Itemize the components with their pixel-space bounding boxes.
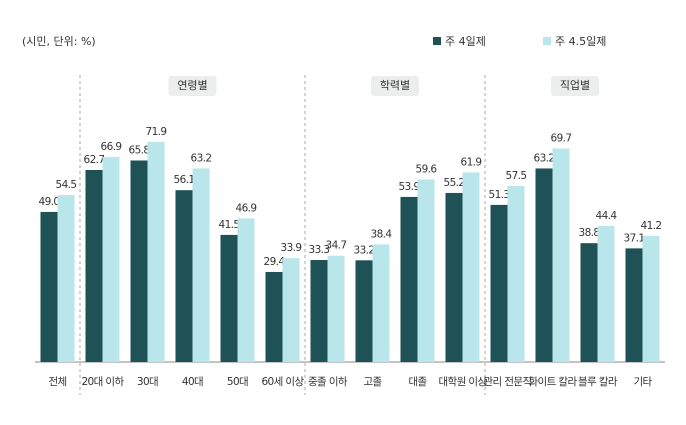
bar	[580, 243, 598, 362]
legend-swatch	[543, 37, 551, 45]
value-label: 37.1	[624, 232, 645, 244]
value-label: 59.6	[416, 163, 438, 175]
value-label: 62.7	[84, 154, 105, 166]
group-box	[371, 76, 419, 96]
bar	[355, 260, 373, 362]
value-label: 38.8	[579, 227, 600, 239]
x-tick-label: 대학원 이상	[438, 376, 487, 388]
bar	[57, 195, 75, 362]
x-tick-label: 40대	[182, 376, 203, 388]
group-box	[551, 76, 599, 96]
value-label: 61.9	[461, 156, 482, 168]
value-label: 55.2	[444, 177, 465, 189]
value-label: 53.9	[399, 181, 420, 193]
bar	[327, 255, 345, 362]
bar	[192, 168, 210, 362]
x-tick-label: 고졸	[363, 376, 382, 388]
bar	[490, 204, 508, 362]
x-tick-label: 관리 전문직	[483, 376, 531, 388]
value-label: 29.4	[264, 256, 286, 268]
unit-note: (시민, 단위: %)	[22, 35, 96, 48]
x-tick-label: 60세 이상	[261, 376, 304, 388]
value-label: 69.7	[551, 133, 572, 145]
bar	[40, 211, 58, 362]
x-tick-label: 20대 이하	[81, 375, 124, 388]
group-label: 직업별	[560, 79, 590, 92]
bar	[237, 218, 255, 362]
value-label: 33.3	[309, 244, 330, 256]
value-label: 63.2	[191, 152, 212, 164]
value-label: 33.2	[354, 244, 375, 256]
value-label: 66.9	[101, 141, 122, 153]
bar	[220, 234, 238, 362]
bar	[535, 168, 553, 362]
value-label: 71.9	[146, 126, 167, 138]
bar	[265, 271, 283, 362]
value-label: 44.4	[596, 210, 618, 222]
x-tick-label: 30대	[137, 376, 158, 388]
value-label: 38.4	[371, 228, 393, 240]
bar	[642, 235, 660, 362]
legend-swatch	[433, 37, 441, 45]
group-box	[168, 76, 217, 96]
bar	[597, 226, 615, 362]
value-label: 41.5	[219, 219, 240, 231]
value-label: 65.8	[129, 144, 150, 156]
x-tick-label: 50대	[227, 376, 248, 388]
value-label: 51.3	[489, 189, 510, 201]
value-label: 63.2	[534, 152, 555, 164]
x-tick-label: 블루 칼라	[578, 375, 618, 388]
bar	[147, 141, 165, 362]
bar	[175, 190, 193, 362]
bar	[282, 258, 300, 362]
value-label: 54.5	[56, 179, 77, 191]
bar	[400, 196, 418, 362]
bar	[130, 160, 148, 362]
group-label: 연령별	[177, 79, 207, 92]
bar	[102, 157, 120, 362]
value-label: 33.9	[281, 242, 302, 254]
bar	[625, 248, 643, 362]
bar	[507, 185, 525, 362]
bar	[310, 260, 328, 362]
bar	[417, 179, 435, 362]
x-tick-label: 전체	[48, 376, 66, 388]
bar	[445, 192, 463, 362]
x-tick-label: 화이트 칼라	[528, 375, 577, 388]
value-label: 34.7	[326, 240, 347, 252]
legend-label: 주 4.5일제	[555, 34, 606, 48]
legend-label: 주 4일제	[445, 34, 486, 48]
group-label: 학력별	[380, 79, 410, 92]
value-label: 41.2	[641, 220, 662, 232]
value-label: 46.9	[236, 202, 257, 214]
bar	[372, 244, 390, 362]
value-label: 57.5	[506, 170, 527, 182]
bar	[85, 169, 103, 362]
x-tick-label: 중졸 이하	[308, 375, 348, 388]
x-tick-label: 기타	[633, 376, 652, 388]
x-tick-label: 대졸	[408, 376, 427, 388]
value-label: 56.1	[174, 174, 195, 186]
bar	[552, 148, 570, 362]
value-label: 49.0	[39, 196, 60, 208]
bar	[462, 172, 480, 362]
